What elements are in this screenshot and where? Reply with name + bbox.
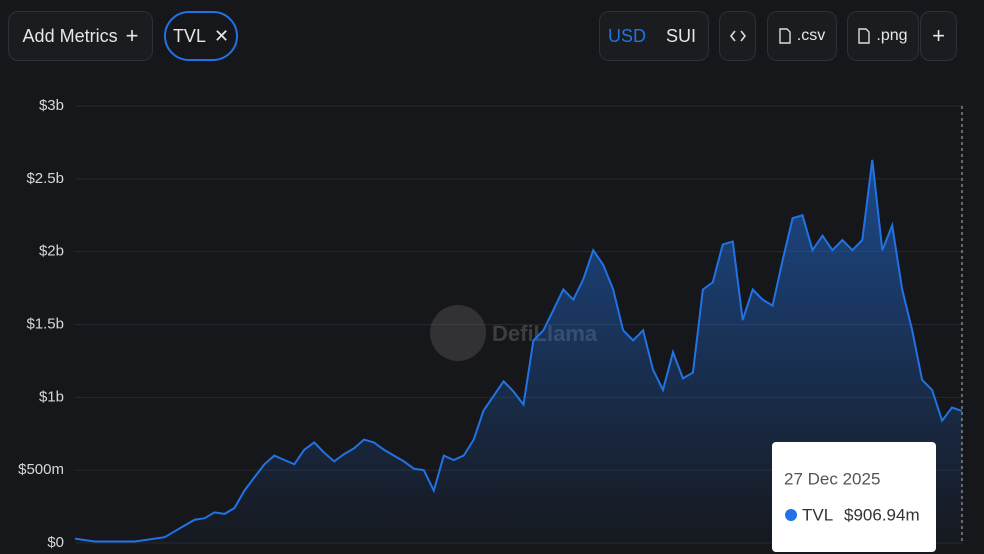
- line: [74, 159, 963, 543]
- tooltip-value: $906.94m: [844, 505, 920, 524]
- y-tick-label: $1.5b: [26, 315, 64, 332]
- y-tick-label: $2b: [39, 243, 64, 260]
- watermark: DefiLlama: [430, 305, 598, 361]
- y-tick-label: $3b: [39, 97, 64, 114]
- area: [75, 159, 962, 543]
- currency-option[interactable]: USD: [607, 25, 646, 46]
- metric-chip[interactable]: TVL ✕: [164, 11, 238, 61]
- button-label: Add Metrics: [22, 25, 118, 46]
- tooltip-date: 27 Dec 2025: [784, 469, 880, 488]
- more-button[interactable]: +: [920, 11, 957, 61]
- y-tick-label: $2.5b: [26, 170, 64, 187]
- tooltip-series: TVL: [802, 505, 833, 524]
- embed-button[interactable]: [719, 11, 756, 61]
- currency-toggle: USD SUI: [599, 11, 709, 61]
- chip-label: TVL: [172, 25, 206, 46]
- y-tick-label: $1b: [39, 388, 64, 405]
- currency-option[interactable]: SUI: [665, 25, 696, 46]
- code-icon: [729, 30, 746, 42]
- tooltip: 27 Dec 2025 TVL $906.94m: [772, 442, 936, 552]
- csv-button[interactable]: .csv: [767, 11, 837, 61]
- png-button[interactable]: .png: [847, 11, 919, 61]
- add-metrics-button[interactable]: Add Metrics +: [8, 11, 153, 61]
- tooltip-dot: [785, 509, 797, 521]
- button-label: .png: [876, 27, 908, 44]
- close-icon: ✕: [213, 25, 230, 46]
- file-icon: [779, 28, 791, 44]
- y-tick-label: $0: [47, 534, 64, 551]
- file-icon: [858, 28, 871, 44]
- plus-icon: +: [125, 23, 139, 48]
- y-tick-label: $500m: [18, 461, 64, 478]
- tooltip-box: [772, 442, 936, 552]
- button-label: .csv: [796, 27, 826, 44]
- watermark-logo: [430, 305, 486, 361]
- watermark-text: DefiLlama: [492, 321, 598, 346]
